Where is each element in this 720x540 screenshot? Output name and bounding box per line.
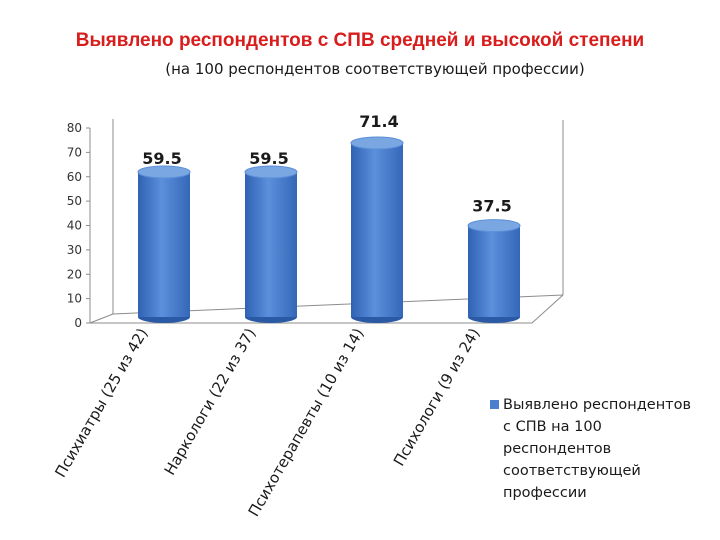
y-tick-label: 80	[67, 121, 82, 135]
bar-value-label: 37.5	[472, 197, 511, 216]
x-tick-label: Психиатры (25 из 42)	[51, 325, 151, 480]
bar-body	[245, 171, 297, 317]
bar-body	[468, 225, 520, 317]
bar-top	[467, 219, 521, 233]
floor-edge-right	[531, 294, 564, 324]
bar	[244, 165, 298, 323]
y-tick-label: 70	[67, 145, 82, 159]
y-tick-label: 50	[67, 194, 82, 208]
y-tick-label: 60	[67, 170, 82, 184]
legend-swatch	[490, 400, 499, 409]
bar-top	[350, 136, 404, 150]
bar-top	[244, 165, 298, 179]
bar-value-label: 59.5	[249, 149, 288, 168]
bar-body	[351, 142, 403, 317]
legend-series-name: Выявлено респондентов с СПВ на 100 респо…	[503, 397, 692, 501]
y-tick-label: 40	[67, 219, 82, 233]
x-tick-label: Психотерапевты (10 из 14)	[245, 325, 368, 520]
y-tick-label: 0	[74, 316, 82, 330]
chart-subtitle: (на 100 респондентов соответствующей про…	[165, 60, 585, 78]
y-tick-label: 30	[67, 243, 82, 257]
bar-top	[137, 165, 191, 179]
bar	[137, 165, 191, 323]
bar-value-label: 59.5	[142, 149, 181, 168]
chart-title: Выявлено респондентов с СПВ средней и вы…	[75, 30, 645, 51]
x-tick-label: Наркологи (22 из 37)	[161, 325, 260, 478]
bar-body	[138, 171, 190, 317]
bar	[467, 219, 521, 323]
y-tick-label: 20	[67, 267, 82, 281]
floor-edge-left	[89, 313, 114, 324]
x-tick-label: Психологи (9 из 24)	[390, 325, 484, 469]
y-tick-label: 10	[67, 292, 82, 306]
bar-value-label: 71.4	[359, 112, 398, 131]
chart-legend: Выявлено респондентов с СПВ на 100 респо…	[490, 394, 700, 504]
bar	[350, 136, 404, 323]
